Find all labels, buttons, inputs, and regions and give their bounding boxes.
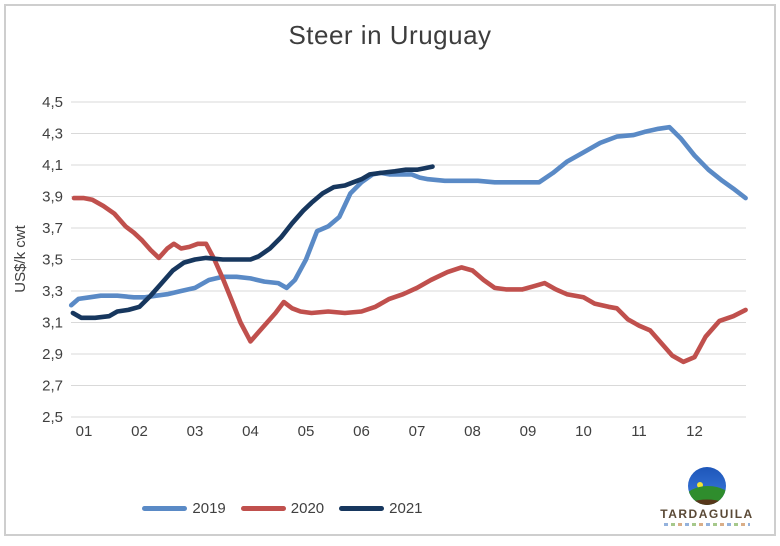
legend-item-2021: 2021 — [339, 500, 423, 517]
chart-frame: Steer in Uruguay 4,5 4,3 4,1 3,9 3,7 3,5 3,3 3,… — [4, 4, 776, 536]
legend-label-2020: 2020 — [290, 500, 325, 517]
x-tick-label: 01 — [76, 423, 93, 440]
y-tick-label: 4,5 — [42, 94, 63, 111]
legend: 2019 2020 2021 — [6, 500, 559, 517]
series-line-2020 — [71, 195, 748, 365]
x-tick-label: 10 — [575, 423, 592, 440]
x-tick-label: 03 — [187, 423, 204, 440]
y-tick-label: 2,7 — [42, 378, 63, 395]
legend-swatch-2021-icon — [339, 506, 385, 511]
legend-swatch-2019-icon — [142, 506, 188, 511]
y-axis-labels: 4,5 4,3 4,1 3,9 3,7 3,5 3,3 3,1 2,9 2,7 2,5 — [42, 94, 63, 426]
globe-icon — [688, 467, 726, 505]
y-tick-label: 3,9 — [42, 189, 63, 206]
x-tick-label: 06 — [353, 423, 370, 440]
y-tick-label: 3,5 — [42, 252, 63, 269]
series-line-2019 — [68, 124, 748, 308]
x-tick-label: 11 — [631, 423, 647, 440]
y-axis-title: US$/k cwt — [12, 224, 29, 292]
y-tick-label: 4,3 — [42, 126, 63, 143]
legend-label-2021: 2021 — [389, 500, 423, 517]
tardaguila-logo: TARDAGUILA — [651, 466, 763, 526]
y-tick-label: 2,9 — [42, 346, 63, 363]
x-tick-label: 04 — [242, 423, 259, 440]
x-tick-label: 12 — [686, 423, 703, 440]
y-tick-label: 3,7 — [42, 220, 63, 237]
y-tick-label: 3,3 — [42, 283, 63, 300]
logo-name: TARDAGUILA — [660, 507, 754, 521]
legend-item-2020: 2020 — [240, 500, 325, 517]
x-tick-label: 07 — [409, 423, 426, 440]
y-tick-label: 4,1 — [42, 157, 63, 174]
gridlines — [71, 101, 746, 418]
series-line-2021 — [70, 164, 435, 321]
plot-area: 4,54,34,13,93,73,53,33,12,92,72,501 02 03 0… — [12, 94, 748, 440]
y-tick-label: 2,5 — [42, 409, 63, 426]
legend-label-2019: 2019 — [192, 500, 226, 517]
chart-title: Steer in Uruguay — [288, 20, 492, 50]
legend-item-2019: 2019 — [142, 500, 226, 517]
logo-tagline-dots — [664, 523, 750, 526]
y-tick-label: 3,1 — [42, 315, 63, 332]
legend-swatch-2020-icon — [240, 506, 286, 511]
x-tick-label: 09 — [520, 423, 537, 440]
x-tick-label: 05 — [298, 423, 315, 440]
x-tick-label: 02 — [131, 423, 148, 440]
x-tick-label: 08 — [464, 423, 481, 440]
x-axis-labels: 01 02 03 04 05 06 07 08 09 10 11 12 — [76, 423, 703, 440]
